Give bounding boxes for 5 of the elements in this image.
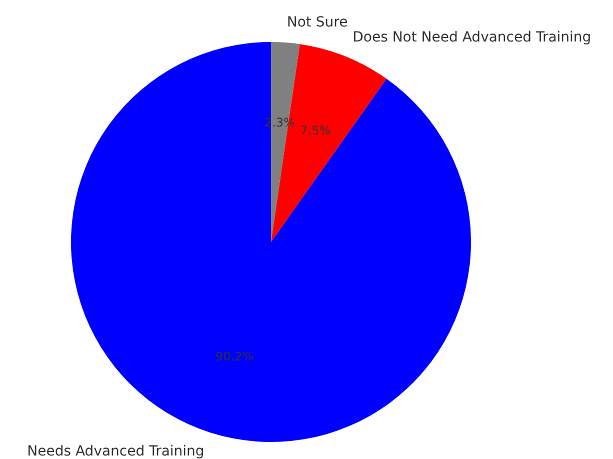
- slice-label: Not Sure: [286, 14, 348, 31]
- data-label: 90.2%: [216, 349, 254, 364]
- slice-label: Needs Advanced Training: [27, 444, 204, 459]
- slice-label: Does Not Need Advanced Training: [352, 30, 592, 46]
- data-label: 7.5%: [300, 124, 331, 138]
